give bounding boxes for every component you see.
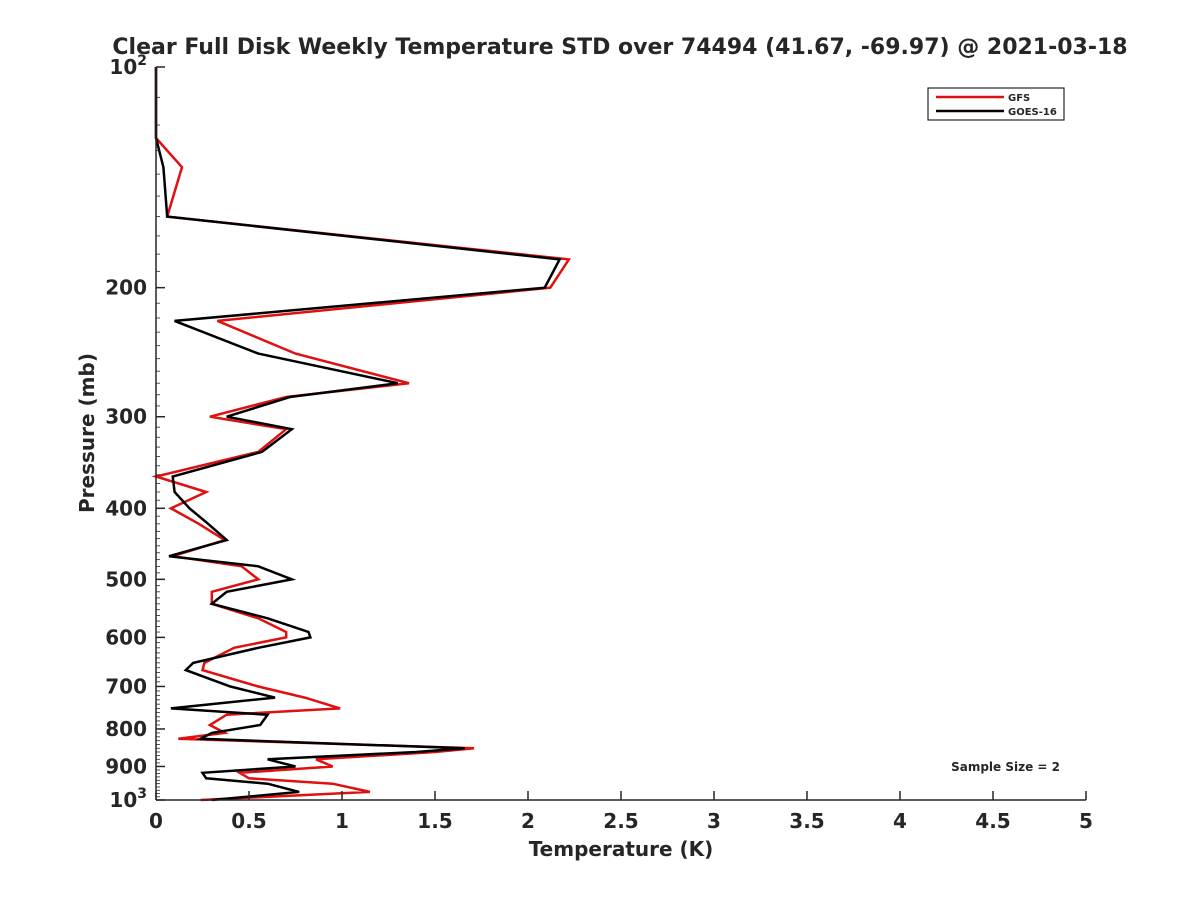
y-tick-label: 103: [109, 786, 147, 812]
x-tick-label: 3: [707, 809, 721, 833]
x-axis-ticks: 0 0.5 1 1.5 2 2.5 3 3.5 4 4.5 5: [149, 791, 1093, 833]
y-tick-label: 400: [105, 496, 147, 520]
legend-label-gfs: GFS: [1008, 93, 1030, 104]
y-tick-label: 700: [105, 674, 147, 698]
y-axis-label: Pressure (mb): [75, 353, 99, 513]
x-tick-label: 4: [893, 809, 907, 833]
x-tick-label: 3.5: [789, 809, 824, 833]
y-tick-label: 900: [105, 754, 147, 778]
x-tick-label: 1: [335, 809, 349, 833]
sample-size-annotation: Sample Size = 2: [951, 760, 1060, 774]
x-tick-label: 2: [521, 809, 535, 833]
x-tick-label: 4.5: [975, 809, 1010, 833]
x-tick-label: 0.5: [231, 809, 266, 833]
y-tick-label: 300: [105, 405, 147, 429]
y-tick-label: 600: [105, 625, 147, 649]
x-axis-label: Temperature (K): [529, 837, 714, 861]
y-axis-ticks: 102 200 300 400 500 600 700 800 900 103: [105, 53, 165, 812]
series-line-goes-16: [154, 67, 562, 802]
series-line-gfs: [151, 67, 572, 802]
y-tick-label: 800: [105, 717, 147, 741]
y-tick-label: 500: [105, 567, 147, 591]
legend-box: [927, 87, 1065, 121]
x-tick-label: 1.5: [417, 809, 452, 833]
x-tick-label: 2.5: [603, 809, 638, 833]
chart-title: Clear Full Disk Weekly Temperature STD o…: [112, 35, 1127, 60]
series-layer: [151, 67, 572, 802]
y-tick-label: 102: [109, 53, 147, 79]
x-tick-label: 0: [149, 809, 163, 833]
legend: GFS GOES-16: [927, 87, 1065, 121]
legend-label-goes-16: GOES-16: [1008, 107, 1057, 118]
x-tick-label: 5: [1079, 809, 1093, 833]
y-tick-label: 200: [105, 276, 147, 300]
